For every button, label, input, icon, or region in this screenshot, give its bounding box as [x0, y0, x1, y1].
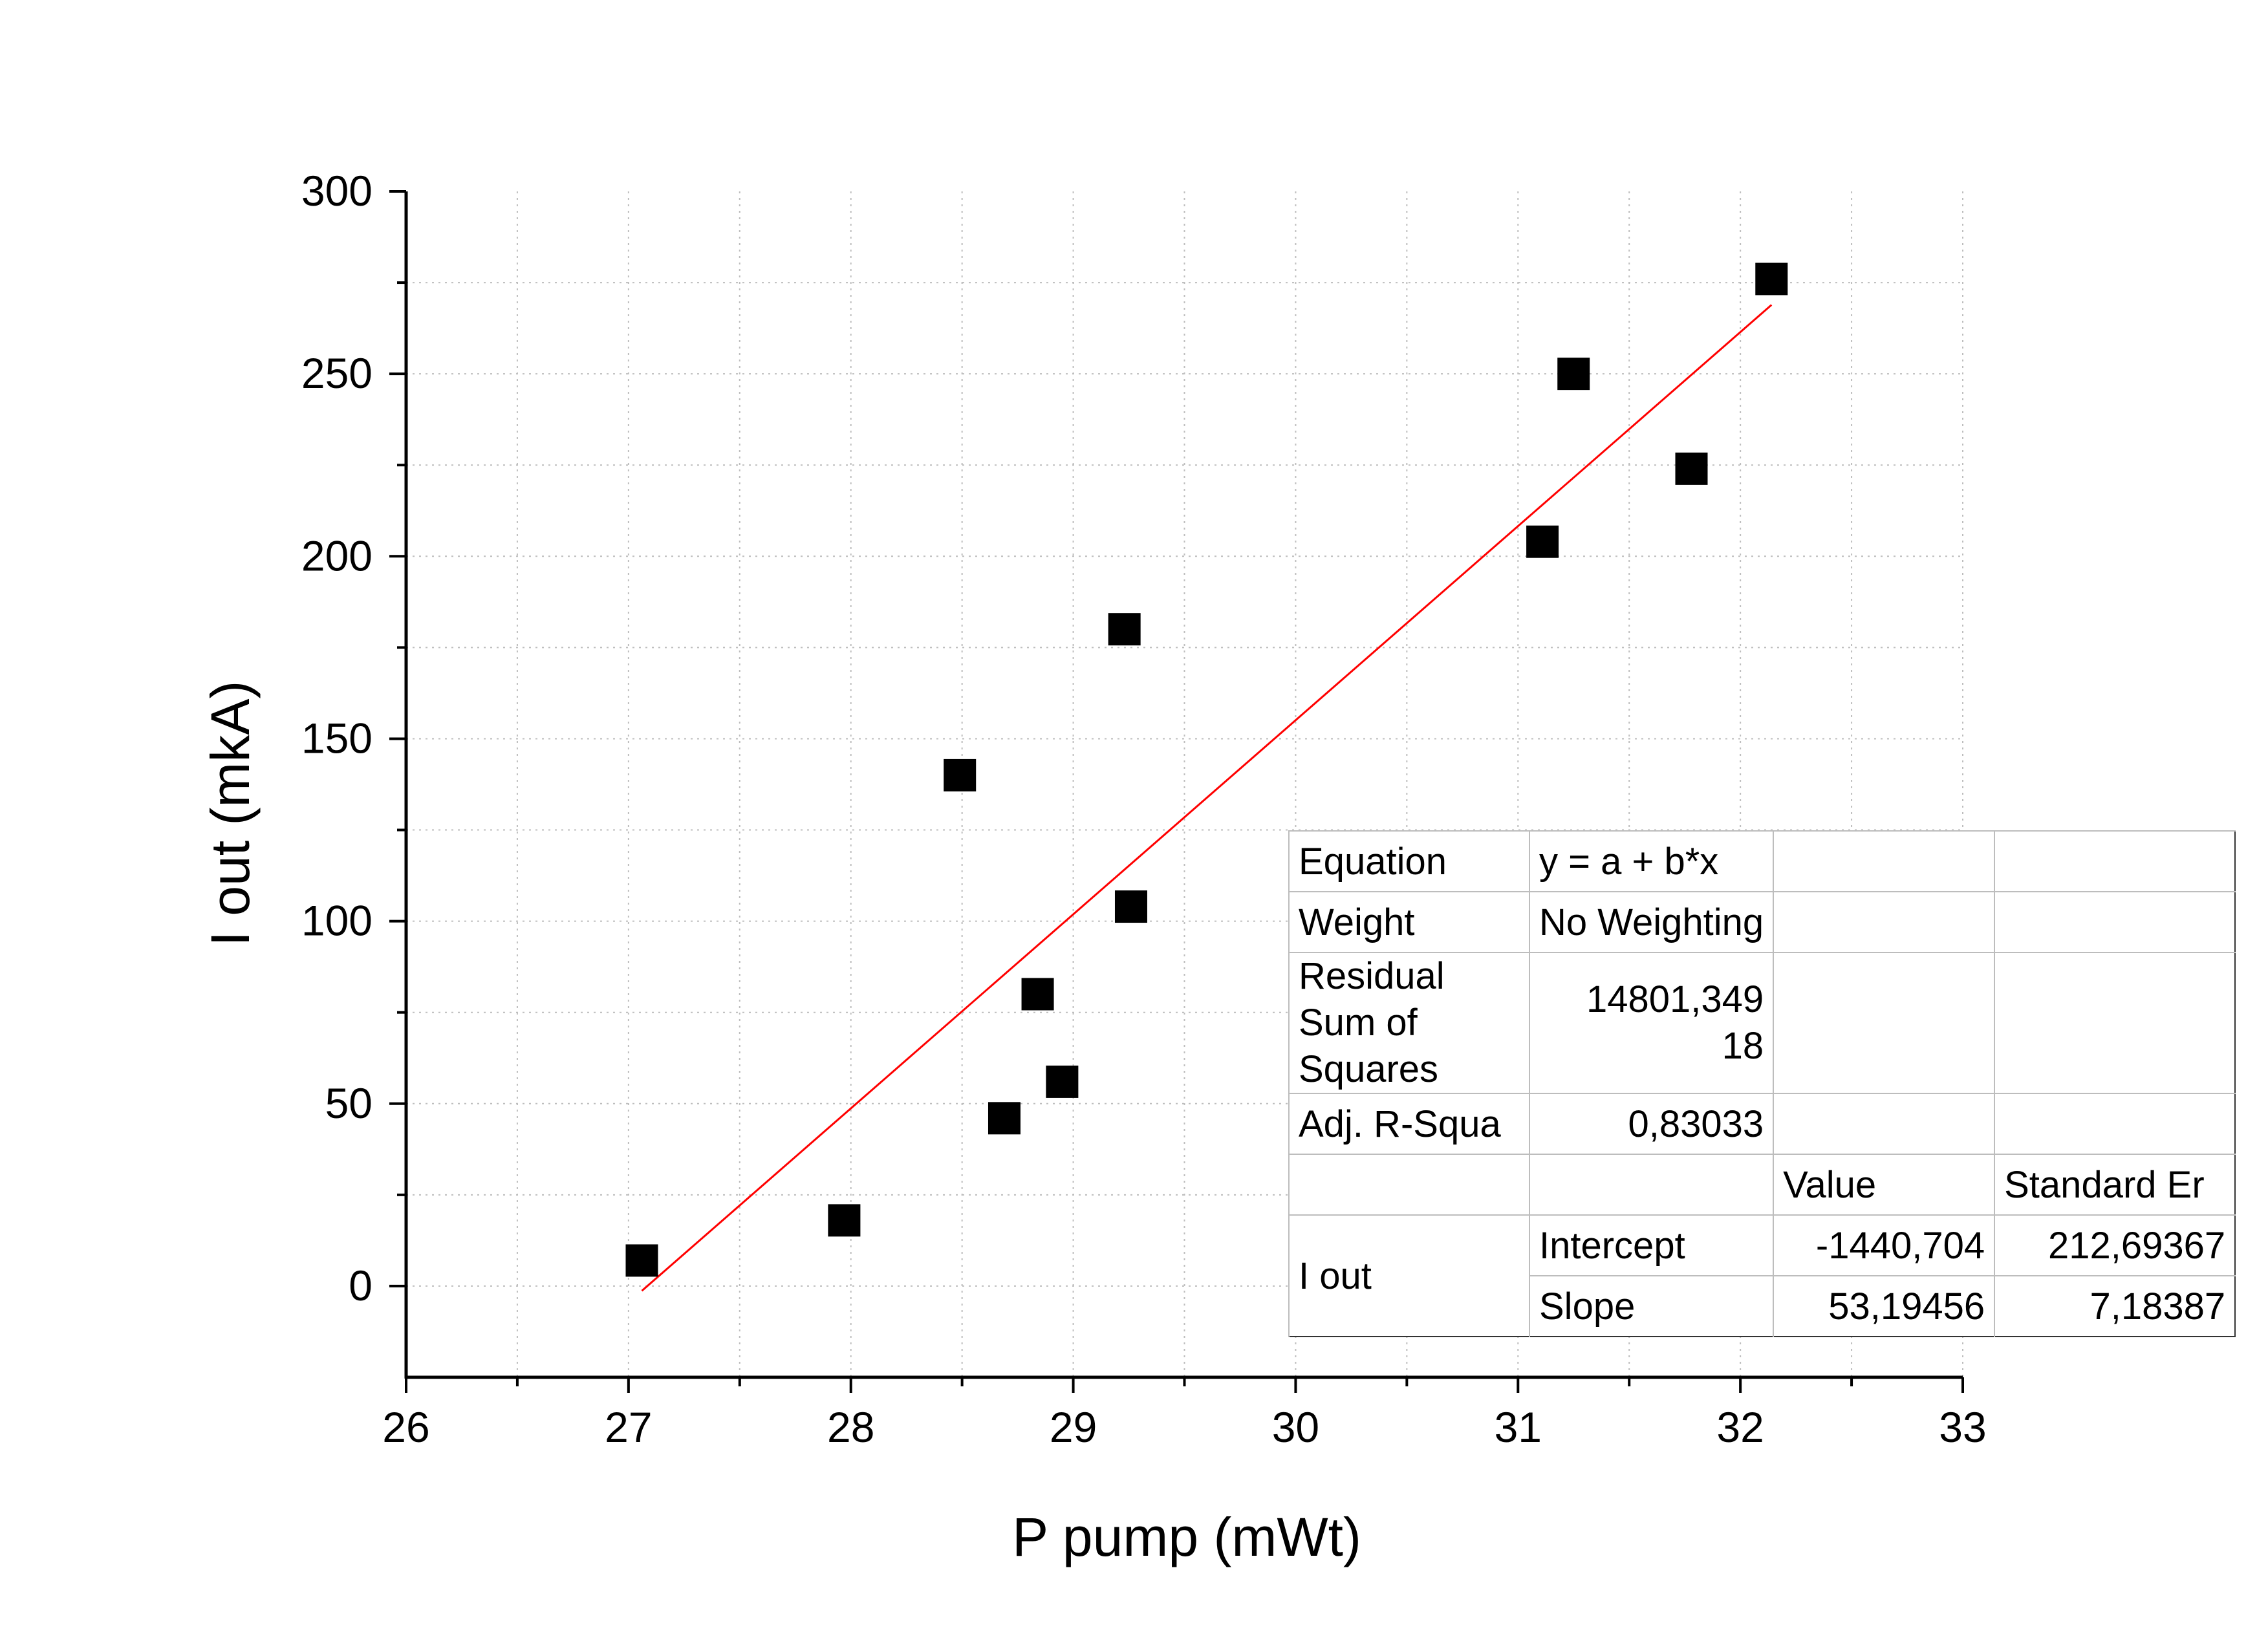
empty-cell: [1773, 952, 1995, 1093]
x-axis-title: P pump (mWt): [1012, 1507, 1361, 1567]
data-point: [1108, 613, 1141, 646]
intercept-error: 212,69367: [1994, 1214, 2236, 1276]
tick-labels: 26 27 28 29 30 31 32 33 0 50 100 150 200 250 300: [301, 167, 1987, 1451]
x-tick-label: 30: [1272, 1403, 1319, 1451]
residual-row: Residual Sum of Squares 14801,349 18: [1288, 952, 2236, 1093]
intercept-value: -1440,704: [1773, 1214, 1995, 1276]
y-tick-label: 100: [301, 897, 373, 945]
empty-cell: [1288, 1154, 1529, 1215]
data-point: [1755, 263, 1788, 296]
empty-cell: [1773, 1093, 1995, 1154]
data-point: [1675, 452, 1708, 485]
x-tick-label: 32: [1716, 1403, 1764, 1451]
intercept-label: Intercept: [1528, 1214, 1774, 1276]
slope-label: Slope: [1528, 1275, 1774, 1337]
x-tick-label: 31: [1495, 1403, 1542, 1451]
y-axis-title: I out (mkA): [200, 681, 261, 947]
intercept-row: I out Intercept -1440,704 212,69367: [1288, 1214, 2236, 1337]
equation-label: Equation: [1288, 830, 1529, 892]
residual-label: Residual Sum of Squares: [1288, 952, 1529, 1093]
x-tick-label: 26: [382, 1403, 429, 1451]
y-tick-label: 300: [301, 167, 373, 215]
y-tick-label: 250: [301, 349, 373, 397]
x-tick-label: 33: [1939, 1403, 1986, 1451]
header-row: Value Standard Er: [1288, 1154, 2236, 1215]
empty-cell: [1528, 1154, 1774, 1215]
empty-cell: [1773, 891, 1995, 952]
equation-value: y = a + b*x: [1528, 830, 1774, 892]
data-point: [988, 1102, 1021, 1135]
weight-row: Weight No Weighting: [1288, 891, 2236, 952]
empty-cell: [1994, 891, 2236, 952]
data-point: [944, 758, 977, 791]
standard-error-header: Standard Er: [1994, 1154, 2236, 1215]
x-tick-label: 29: [1050, 1403, 1097, 1451]
data-point: [1526, 525, 1559, 558]
empty-cell: [1994, 1093, 2236, 1154]
slope-row: Slope 53,19456 7,18387: [1289, 1275, 2236, 1337]
empty-cell: [1994, 952, 2236, 1093]
data-point: [1021, 978, 1054, 1011]
axes: [389, 190, 1964, 1393]
empty-cell: [1994, 830, 2236, 892]
adj-r-square-row: Adj. R-Squa 0,83033: [1288, 1093, 2236, 1154]
data-points: [625, 263, 1788, 1277]
x-tick-label: 27: [605, 1403, 652, 1451]
grid-lines: [406, 191, 1963, 1377]
data-point: [828, 1204, 861, 1237]
y-tick-label: 200: [301, 532, 373, 579]
slope-value: 53,19456: [1773, 1275, 1995, 1337]
equation-row: Equation y = a + b*x: [1288, 830, 2236, 892]
weight-label: Weight: [1288, 891, 1529, 952]
row-group-label: I out: [1288, 1214, 1529, 1337]
y-tick-label: 50: [325, 1079, 373, 1127]
linear-fit-table: Equation y = a + b*x Weight No Weighting…: [1288, 830, 2236, 1337]
data-point: [1114, 890, 1147, 923]
x-tick-label: 28: [827, 1403, 874, 1451]
slope-error: 7,18387: [1994, 1275, 2236, 1337]
weight-value: No Weighting: [1528, 891, 1774, 952]
empty-cell: [1773, 830, 1995, 892]
adj-r-square-value: 0,83033: [1528, 1093, 1774, 1154]
data-point: [1046, 1065, 1079, 1098]
y-tick-label: 0: [349, 1262, 373, 1309]
fit-line: [641, 304, 1773, 1292]
adj-r-square-label: Adj. R-Squa: [1288, 1093, 1529, 1154]
y-tick-label: 150: [301, 714, 373, 762]
residual-value: 14801,349 18: [1528, 952, 1774, 1093]
fit-line-group: [641, 304, 1773, 1292]
data-point: [1557, 358, 1590, 391]
data-point: [625, 1244, 658, 1277]
value-header: Value: [1773, 1154, 1995, 1215]
